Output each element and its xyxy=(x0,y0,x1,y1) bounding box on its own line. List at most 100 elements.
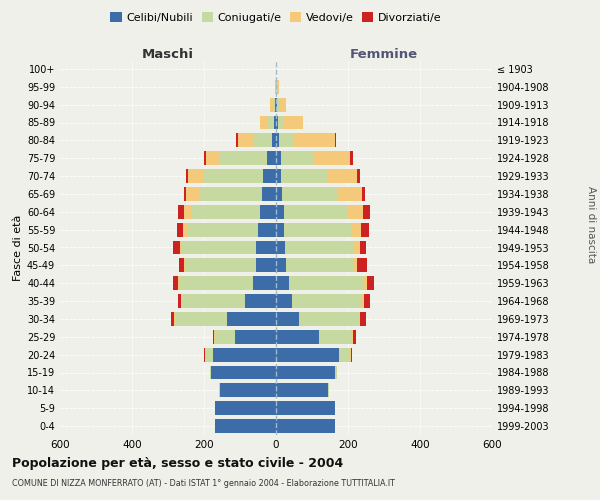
Bar xyxy=(276,276,289,290)
Bar xyxy=(203,348,205,362)
Bar xyxy=(260,116,267,130)
Bar xyxy=(364,294,370,308)
Bar xyxy=(262,187,276,201)
Bar xyxy=(258,222,276,236)
Text: Maschi: Maschi xyxy=(142,48,194,61)
Bar xyxy=(283,187,338,201)
Bar xyxy=(184,205,191,219)
Bar xyxy=(286,258,353,272)
Bar xyxy=(276,348,339,362)
Bar xyxy=(188,169,204,183)
Bar xyxy=(357,169,360,183)
Bar xyxy=(260,205,276,219)
Bar xyxy=(215,419,276,433)
Bar xyxy=(281,151,314,165)
Bar xyxy=(360,240,367,254)
Bar xyxy=(314,151,350,165)
Bar xyxy=(227,312,276,326)
Bar xyxy=(276,384,328,398)
Bar xyxy=(276,312,299,326)
Bar xyxy=(184,222,188,236)
Y-axis label: Fasce di età: Fasce di età xyxy=(13,214,23,280)
Bar xyxy=(276,116,278,130)
Bar xyxy=(319,330,352,344)
Legend: Celibi/Nubili, Coniugati/e, Vedovi/e, Divorziati/e: Celibi/Nubili, Coniugati/e, Vedovi/e, Di… xyxy=(106,8,446,28)
Bar xyxy=(178,205,184,219)
Text: Femmine: Femmine xyxy=(350,48,418,61)
Bar xyxy=(276,366,335,380)
Bar xyxy=(210,366,211,380)
Bar xyxy=(350,222,361,236)
Bar xyxy=(338,187,362,201)
Bar xyxy=(215,401,276,415)
Text: COMUNE DI NIZZA MONFERRATO (AT) - Dati ISTAT 1° gennaio 2004 - Elaborazione TUTT: COMUNE DI NIZZA MONFERRATO (AT) - Dati I… xyxy=(12,479,395,488)
Bar xyxy=(359,312,360,326)
Bar xyxy=(276,294,292,308)
Bar xyxy=(335,366,337,380)
Bar xyxy=(205,348,206,362)
Bar xyxy=(276,258,286,272)
Bar xyxy=(277,98,279,112)
Bar xyxy=(171,312,174,326)
Bar xyxy=(276,222,284,236)
Bar xyxy=(335,134,337,147)
Bar xyxy=(347,205,363,219)
Bar xyxy=(214,330,215,344)
Bar xyxy=(328,384,329,398)
Bar xyxy=(186,258,256,272)
Bar xyxy=(272,134,276,147)
Bar xyxy=(212,330,214,344)
Bar xyxy=(178,294,181,308)
Bar xyxy=(204,169,263,183)
Bar xyxy=(199,187,262,201)
Bar xyxy=(186,187,199,201)
Bar xyxy=(357,258,367,272)
Bar xyxy=(178,276,179,290)
Bar xyxy=(236,134,238,147)
Bar xyxy=(211,366,276,380)
Bar xyxy=(293,134,335,147)
Bar xyxy=(276,134,279,147)
Bar xyxy=(273,98,275,112)
Bar xyxy=(256,240,276,254)
Bar xyxy=(283,116,303,130)
Bar xyxy=(179,240,182,254)
Bar xyxy=(292,294,362,308)
Bar xyxy=(173,276,178,290)
Bar xyxy=(175,312,227,326)
Bar xyxy=(263,169,276,183)
Bar xyxy=(276,419,335,433)
Bar xyxy=(267,151,276,165)
Bar xyxy=(220,151,267,165)
Bar xyxy=(219,384,220,398)
Text: Popolazione per età, sesso e stato civile - 2004: Popolazione per età, sesso e stato civil… xyxy=(12,458,343,470)
Bar xyxy=(275,98,276,112)
Bar xyxy=(339,348,350,362)
Bar xyxy=(191,205,260,219)
Text: Anni di nascita: Anni di nascita xyxy=(586,186,596,264)
Bar xyxy=(350,348,351,362)
Bar xyxy=(184,187,186,201)
Bar xyxy=(277,80,278,94)
Bar xyxy=(267,116,274,130)
Bar xyxy=(276,187,283,201)
Bar xyxy=(174,312,175,326)
Bar xyxy=(367,276,374,290)
Bar xyxy=(328,169,357,183)
Bar xyxy=(353,240,360,254)
Bar xyxy=(352,330,353,344)
Bar xyxy=(245,294,276,308)
Bar xyxy=(184,258,186,272)
Bar xyxy=(204,151,206,165)
Bar xyxy=(186,169,188,183)
Bar xyxy=(351,348,352,362)
Bar xyxy=(279,134,293,147)
Bar xyxy=(289,276,364,290)
Bar xyxy=(269,98,273,112)
Bar xyxy=(220,384,276,398)
Bar xyxy=(276,240,285,254)
Bar xyxy=(353,258,357,272)
Bar xyxy=(253,134,272,147)
Bar xyxy=(276,205,284,219)
Bar xyxy=(206,348,213,362)
